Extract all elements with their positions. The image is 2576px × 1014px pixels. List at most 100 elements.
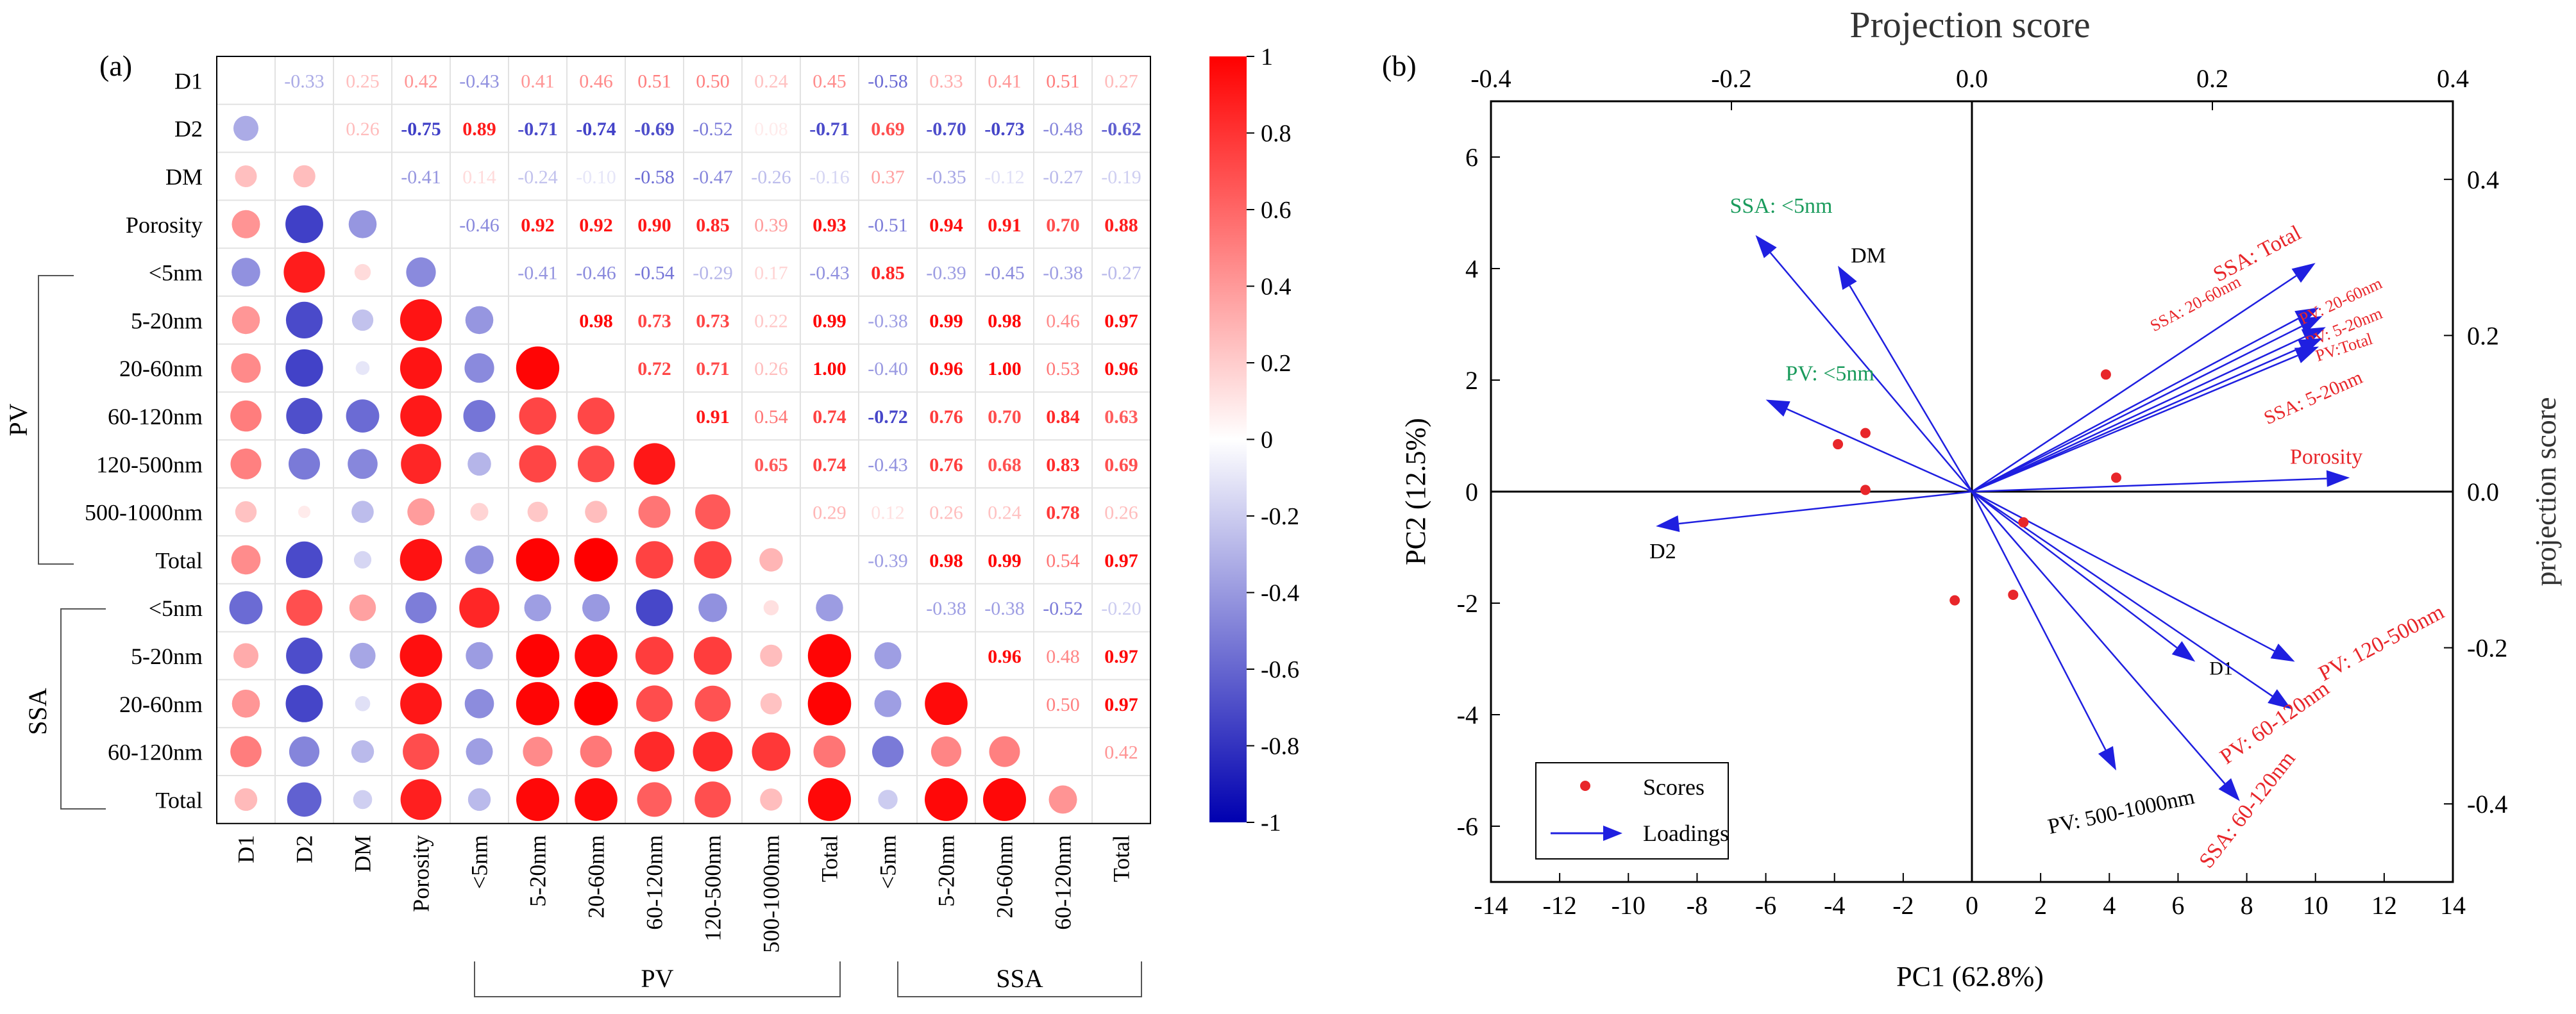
correlation-value: 0.98	[579, 310, 613, 331]
y-tick-label: -2	[1457, 589, 1478, 618]
correlation-value: -0.54	[634, 263, 675, 284]
x-tick-label: 10	[2303, 891, 2328, 920]
correlation-circle	[470, 503, 489, 521]
legend-scores-label: Scores	[1643, 774, 1705, 800]
loading-label: SSA: 60-120nm	[2194, 747, 2300, 872]
correlation-value: 0.26	[346, 119, 380, 140]
heatmap-row-labels: D1 D2 DM Porosity <5nm 5-20nm 20-60nm 60-120nm 1…	[85, 68, 203, 813]
x-axis-label: PC1 (62.8%)	[1896, 961, 2044, 992]
correlation-circle	[807, 682, 852, 726]
correlation-value: -0.35	[926, 167, 966, 188]
column-label: Porosity	[408, 835, 434, 912]
correlation-value: -0.24	[518, 167, 558, 188]
correlation-value: 0.94	[929, 215, 963, 236]
loading-arrow-line	[1971, 491, 2107, 751]
correlation-value: 0.33	[929, 71, 963, 92]
correlation-value: 0.26	[929, 503, 963, 524]
legend-box	[1535, 762, 1729, 860]
loading-arrow-line	[1971, 478, 2327, 493]
correlation-circle	[400, 347, 442, 389]
correlation-value: 0.72	[637, 358, 671, 379]
correlation-circle	[577, 445, 615, 483]
row-label: 120-500nm	[96, 452, 203, 478]
loading-arrow-line	[1678, 490, 1973, 525]
y-tick-label: 0	[1465, 478, 1478, 506]
row-label: Porosity	[126, 212, 203, 238]
correlation-value: 0.97	[1104, 550, 1138, 571]
correlation-value: 1.00	[812, 358, 846, 379]
loading-arrow-line	[1971, 490, 2275, 652]
row-label: 60-120nm	[108, 740, 203, 765]
correlation-circle	[466, 642, 493, 670]
loading-arrowhead	[2218, 778, 2240, 801]
correlation-circle	[634, 443, 675, 485]
correlation-value: 0.96	[988, 646, 1022, 667]
correlation-circle	[574, 681, 618, 726]
score-point	[2100, 369, 2111, 380]
correlation-value: 0.99	[988, 550, 1022, 571]
correlation-circle	[575, 634, 618, 677]
correlation-circle	[878, 790, 898, 810]
row-label: 20-60nm	[119, 692, 203, 717]
correlation-circle	[516, 346, 560, 390]
correlation-value: 0.70	[988, 406, 1022, 428]
correlation-value: -0.52	[693, 119, 733, 140]
legend-scores-marker	[1580, 781, 1590, 791]
loading-arrow-line	[1971, 491, 2226, 785]
heatmap-grid	[216, 56, 1151, 824]
correlation-circle	[286, 637, 323, 674]
correlation-value: 0.46	[1046, 310, 1080, 331]
loading-arrowhead	[1838, 265, 1857, 290]
loading-arrowhead	[1765, 399, 1790, 417]
correlation-circle	[235, 501, 257, 523]
correlation-value: -0.38	[868, 310, 908, 331]
correlation-value: 0.26	[1104, 503, 1138, 524]
correlation-circle	[1048, 785, 1077, 814]
correlation-circle	[401, 444, 441, 485]
correlation-value: -0.39	[926, 263, 966, 284]
correlation-circle	[519, 397, 557, 435]
y-tick-label: -6	[1457, 812, 1478, 841]
ssa-column-group-label: SSA	[996, 964, 1043, 993]
correlation-circle	[516, 634, 560, 677]
row-label: <5nm	[149, 595, 203, 621]
loading-label: SSA: 20-60nm	[2147, 272, 2244, 336]
loading-arrow-line	[1971, 317, 2299, 493]
loading-label: SSA: Total	[2209, 221, 2305, 287]
correlation-circle	[760, 644, 782, 667]
column-label: 500-1000nm	[759, 835, 784, 953]
correlation-value: 0.76	[929, 454, 963, 476]
row-label: Total	[156, 547, 203, 573]
correlation-value: -0.72	[868, 406, 908, 428]
correlation-heatmap-panel: (a) -0.33 0.25 0.42 -0.43 0.41 0.46 0.51 0.50 0.…	[4, 44, 1299, 997]
correlation-circle	[636, 589, 673, 626]
ssa-row-bracket	[60, 608, 106, 810]
correlation-circle	[695, 781, 731, 818]
correlation-value: 0.29	[812, 503, 846, 524]
row-label: 500-1000nm	[85, 500, 203, 526]
correlation-value: 0.14	[462, 167, 496, 188]
correlation-value: -0.75	[401, 119, 441, 140]
correlation-value: 0.50	[696, 71, 730, 92]
x-tick-label: -12	[1542, 891, 1576, 920]
correlation-circle	[575, 778, 618, 821]
correlation-value: -0.43	[809, 263, 850, 284]
correlation-circle	[348, 210, 377, 238]
score-point	[2018, 517, 2029, 528]
correlation-circle	[698, 593, 727, 622]
correlation-value: 0.51	[637, 71, 671, 92]
correlation-value: 0.96	[929, 358, 963, 379]
correlation-value: 0.99	[929, 310, 963, 331]
x-tick-label: -2	[1892, 891, 1914, 920]
correlation-value: -0.38	[926, 598, 966, 619]
pv-row-group-label: PV	[4, 403, 33, 436]
correlation-value: -0.27	[1043, 167, 1083, 188]
score-point	[2008, 589, 2019, 600]
correlation-value: -0.38	[984, 598, 1025, 619]
correlation-circle	[400, 538, 442, 581]
correlation-circle	[354, 263, 371, 281]
loading-arrow-line	[1971, 491, 2178, 649]
correlation-value: 0.42	[1104, 742, 1138, 763]
correlation-circle	[285, 349, 323, 387]
correlation-circle	[519, 445, 557, 483]
